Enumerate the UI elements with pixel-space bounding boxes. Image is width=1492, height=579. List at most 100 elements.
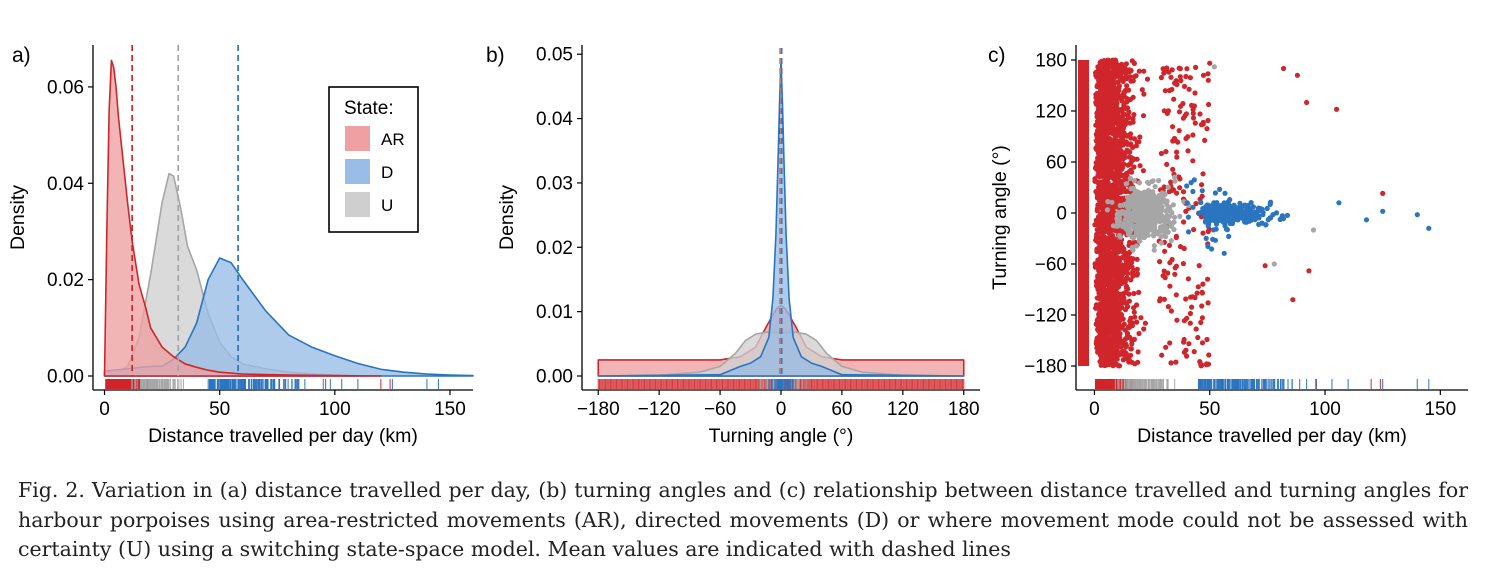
point-AR (1140, 113, 1147, 119)
point-AR (1110, 279, 1116, 285)
point-AR (1162, 275, 1168, 281)
y-axis-label: Density (496, 185, 518, 250)
point-AR (1099, 233, 1105, 240)
point-AR (1194, 290, 1200, 296)
point-AR (1200, 171, 1206, 177)
legend: State: AR DU (328, 86, 419, 233)
point-U (1166, 213, 1173, 219)
point-D (1227, 197, 1233, 203)
point-AR (1114, 296, 1120, 302)
point-AR (1096, 307, 1102, 313)
point-AR (1093, 278, 1099, 285)
point-AR (1100, 347, 1106, 354)
point-AR (1172, 80, 1178, 86)
point-AR (1116, 156, 1122, 162)
point-AR (1113, 303, 1119, 309)
point-AR (1109, 74, 1115, 80)
x-tick-label: 100 (1309, 399, 1341, 420)
point-AR (1190, 158, 1196, 164)
point-D (1363, 217, 1370, 223)
point-AR (1120, 357, 1126, 363)
point-AR (1190, 132, 1196, 138)
point-AR (1128, 352, 1134, 358)
point-U (1310, 227, 1317, 233)
point-AR (1122, 327, 1128, 333)
point-U (1172, 174, 1178, 180)
point-AR (1186, 86, 1192, 92)
point-D (1198, 209, 1204, 215)
point-AR (1137, 163, 1143, 169)
point-AR (1095, 102, 1102, 108)
point-D (1212, 190, 1218, 196)
point-U (1156, 178, 1162, 184)
point-D (1205, 243, 1211, 249)
point-AR (1098, 287, 1104, 293)
point-AR (1100, 283, 1106, 289)
point-AR (1119, 316, 1125, 322)
x-tick-label: 50 (209, 399, 230, 420)
point-AR (1117, 291, 1123, 297)
x-tick-label: 50 (1199, 399, 1220, 420)
point-AR (1166, 242, 1173, 248)
x-tick-label: 0 (99, 399, 110, 420)
point-AR (1109, 102, 1115, 108)
y-tick-label: 0.03 (536, 173, 573, 194)
y-tick-label: 0.00 (536, 367, 573, 388)
point-AR (1099, 92, 1105, 98)
x-tick-label: 150 (434, 399, 466, 420)
x-tick-label: −60 (704, 399, 736, 420)
point-AR (1103, 241, 1109, 247)
point-D (1246, 212, 1252, 218)
point-AR (1126, 87, 1132, 93)
point-AR (1183, 111, 1189, 117)
point-U (1157, 200, 1164, 206)
point-D (1214, 202, 1220, 208)
point-AR (1177, 176, 1183, 182)
point-AR (1112, 153, 1118, 159)
point-AR (1199, 303, 1205, 309)
point-D (1199, 188, 1205, 194)
point-AR (1185, 276, 1191, 282)
point-AR (1128, 277, 1134, 283)
point-AR (1123, 283, 1130, 289)
point-AR (1122, 307, 1129, 313)
point-AR (1187, 75, 1193, 81)
point-AR (1118, 74, 1124, 80)
point-U (1145, 187, 1152, 194)
point-AR (1174, 149, 1180, 155)
point-D (1191, 177, 1197, 183)
point-D (1231, 213, 1237, 220)
point-D (1236, 208, 1242, 214)
point-AR (1161, 296, 1167, 302)
y-tick-label: −180 (1024, 357, 1067, 378)
point-AR (1199, 340, 1206, 346)
point-AR (1192, 90, 1198, 96)
point-U (1140, 222, 1146, 228)
point-AR (1180, 189, 1187, 195)
point-D (1216, 217, 1222, 223)
point-U (1211, 64, 1217, 70)
point-AR (1121, 141, 1127, 147)
point-AR (1131, 112, 1137, 118)
point-AR (1094, 227, 1100, 233)
point-AR (1144, 76, 1151, 82)
point-AR (1096, 346, 1102, 352)
point-U (1171, 214, 1178, 220)
point-AR (1095, 118, 1101, 124)
point-D (1252, 217, 1258, 223)
point-U (1156, 213, 1162, 219)
x-axis-label: Turning angle (°) (709, 425, 854, 447)
point-U (1168, 238, 1174, 244)
point-U (1145, 197, 1151, 203)
point-AR (1195, 284, 1201, 290)
point-U (1158, 240, 1164, 246)
point-AR (1165, 270, 1171, 276)
point-AR (1099, 310, 1105, 317)
point-AR (1142, 320, 1148, 326)
point-AR (1108, 183, 1115, 189)
point-U (1137, 230, 1143, 236)
point-U (1132, 217, 1138, 223)
point-AR (1096, 328, 1102, 334)
point-AR (1173, 359, 1179, 365)
point-AR (1190, 110, 1196, 116)
